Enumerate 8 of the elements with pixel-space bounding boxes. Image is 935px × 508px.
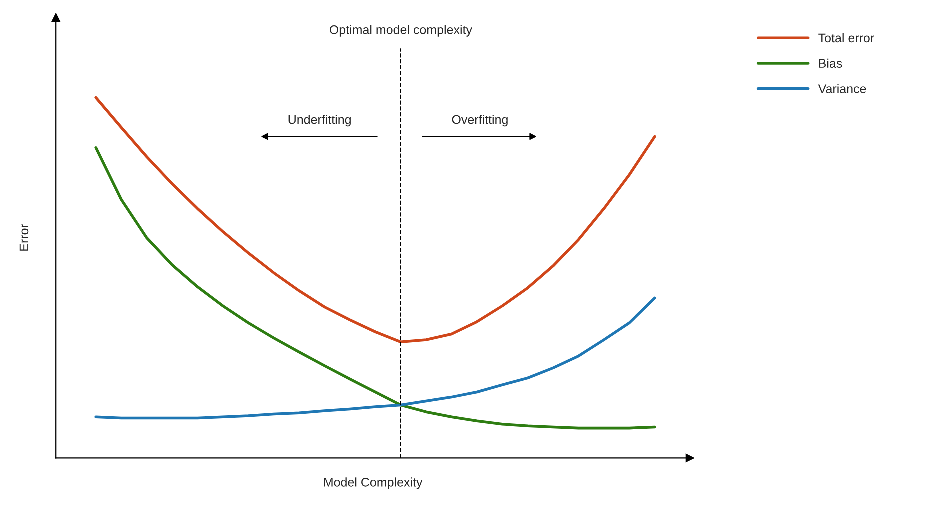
annotation: Overfitting — [452, 115, 508, 127]
text: Optimal model complexity — [330, 25, 472, 37]
legend-label: Variance — [818, 84, 866, 94]
legend-label: Total error — [818, 33, 874, 43]
y-axis-title: Error — [20, 224, 29, 251]
annotation: Underfitting — [288, 115, 351, 127]
x-axis-title: Model Complexity — [324, 478, 423, 490]
legend-label: Bias — [819, 58, 842, 68]
